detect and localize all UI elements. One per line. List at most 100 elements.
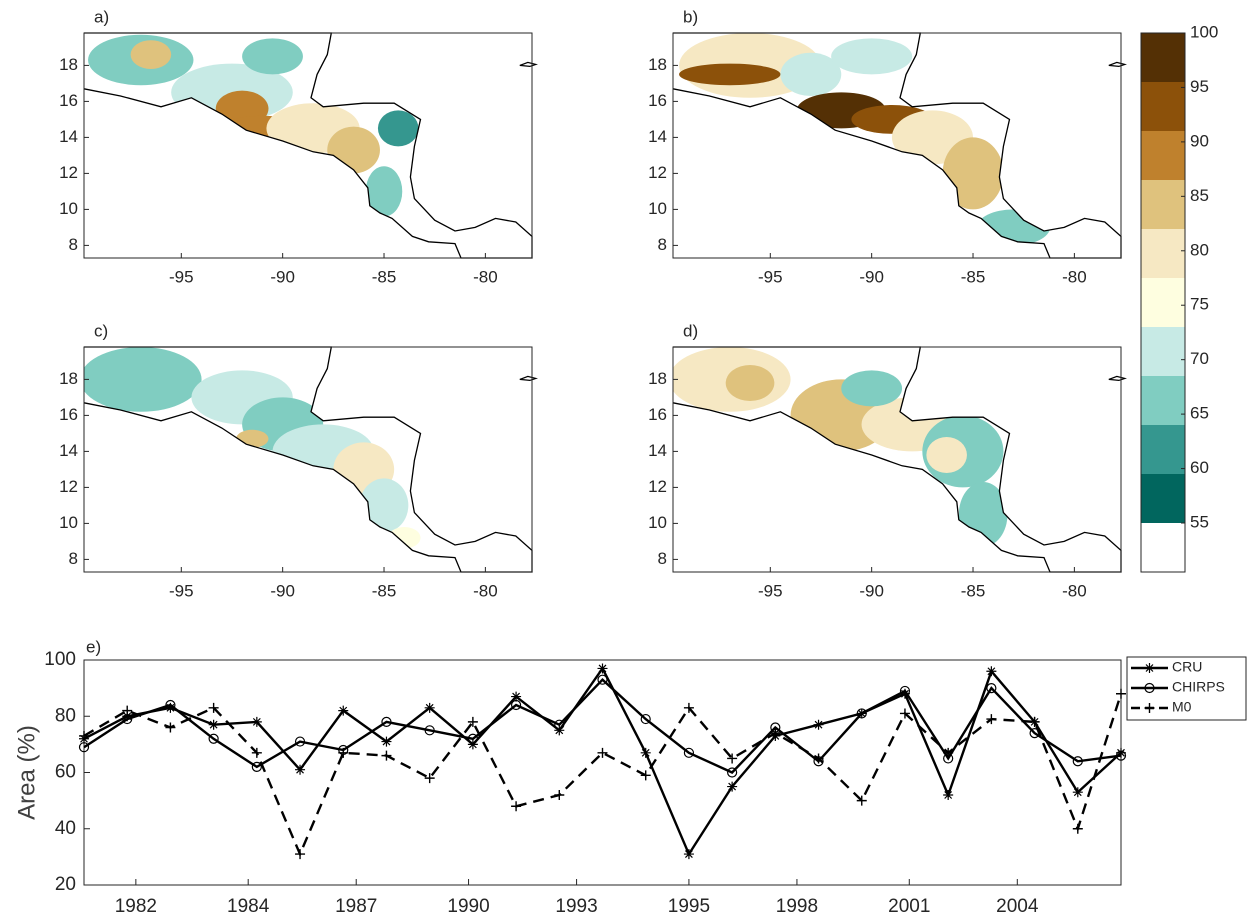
x-tick-label: -95 — [758, 267, 783, 286]
y-tick-label: 16 — [59, 405, 78, 424]
y-tick-label: 80 — [55, 705, 76, 726]
x-tick-label: 1990 — [447, 896, 489, 917]
marker — [856, 795, 867, 806]
x-tick-label: -80 — [473, 267, 498, 286]
marker — [640, 770, 651, 781]
colorbar-tick-label: 75 — [1190, 295, 1209, 314]
x-tick-label: -95 — [758, 581, 783, 600]
marker — [986, 714, 997, 725]
contour-patch — [242, 38, 303, 75]
contour-field — [84, 347, 421, 549]
y-tick-label: 14 — [648, 127, 667, 146]
x-tick-label: 1987 — [335, 896, 377, 917]
marker — [813, 753, 824, 764]
x-tick-label: 1984 — [227, 896, 270, 917]
marker — [294, 736, 306, 747]
y-tick-label: 10 — [648, 513, 667, 532]
marker — [208, 719, 219, 730]
marker — [165, 722, 176, 733]
panel-label: d) — [683, 321, 698, 340]
contour-patch — [831, 38, 913, 75]
y-tick-label: 20 — [55, 874, 76, 895]
marker — [295, 849, 306, 860]
colorbar-tick-label: 55 — [1190, 512, 1209, 531]
marker — [770, 728, 781, 739]
legend-label: CHIRPS — [1172, 679, 1225, 695]
marker — [813, 719, 824, 730]
marker — [122, 705, 133, 716]
colorbar-band — [1141, 474, 1185, 524]
y-tick-label: 14 — [59, 441, 78, 460]
marker — [943, 790, 954, 800]
x-tick-label: -90 — [859, 267, 884, 286]
coastline — [1108, 375, 1127, 382]
marker — [467, 716, 478, 727]
marker — [1072, 823, 1083, 834]
x-tick-label: 1993 — [555, 896, 597, 917]
x-tick-label: 1998 — [776, 896, 818, 917]
y-tick-label: 12 — [648, 163, 667, 182]
marker — [165, 702, 176, 713]
y-tick-label: 8 — [658, 549, 667, 568]
x-tick-label: -95 — [169, 267, 194, 286]
x-tick-label: 1995 — [668, 896, 710, 917]
axes-box — [83, 659, 1122, 886]
marker — [165, 699, 176, 711]
marker — [122, 711, 133, 722]
y-tick-label: 8 — [69, 235, 78, 254]
panel-label: b) — [683, 7, 698, 26]
marker — [554, 790, 565, 800]
marker — [467, 733, 478, 744]
contour-patch — [841, 370, 903, 407]
marker — [338, 747, 349, 758]
contour-patch — [926, 437, 967, 473]
y-tick-label: 16 — [59, 91, 78, 110]
colorbar-tick-label: 90 — [1190, 131, 1209, 150]
coastline — [1108, 61, 1127, 68]
legend-marker — [1144, 703, 1155, 713]
marker — [78, 742, 90, 753]
x-tick-label: -90 — [859, 581, 884, 600]
y-tick-label: 18 — [59, 369, 78, 388]
marker — [986, 683, 997, 694]
x-tick-label: -90 — [270, 581, 295, 600]
marker — [899, 708, 910, 719]
colorbar-tick-label: 65 — [1190, 404, 1209, 423]
marker — [640, 747, 651, 758]
marker — [856, 708, 867, 719]
legend-label: CRU — [1172, 659, 1202, 675]
marker — [899, 685, 911, 697]
y-tick-label: 8 — [69, 549, 78, 568]
y-tick-label: 14 — [59, 127, 78, 146]
marker — [597, 747, 608, 758]
marker — [727, 781, 738, 792]
y-tick-label: 16 — [648, 91, 667, 110]
marker — [208, 733, 219, 744]
legend-label: M0 — [1172, 699, 1192, 715]
marker — [511, 801, 522, 812]
series-line — [83, 678, 1122, 774]
colorbar-band — [1141, 327, 1185, 377]
x-tick-label: -90 — [270, 267, 295, 286]
marker — [424, 773, 435, 784]
x-tick-label: -80 — [1062, 581, 1087, 600]
y-tick-label: 12 — [59, 477, 78, 496]
legend-marker — [1144, 682, 1155, 694]
colorbar-band — [1141, 229, 1185, 279]
axes-box — [83, 32, 533, 259]
marker — [424, 702, 435, 713]
colorbar-band — [1141, 425, 1185, 475]
marker — [1115, 750, 1127, 761]
x-tick-label: 1982 — [115, 896, 157, 917]
marker — [208, 702, 219, 713]
y-tick-label: 10 — [59, 513, 78, 532]
colorbar-tick-label: 85 — [1190, 186, 1209, 205]
y-tick-label: 60 — [55, 762, 76, 783]
marker — [381, 736, 392, 747]
y-tick-label: 12 — [59, 163, 78, 182]
colorbar-band — [1141, 180, 1185, 230]
y-tick-label: 14 — [648, 441, 667, 460]
colorbar-band — [1141, 82, 1185, 132]
contour-patch — [725, 365, 775, 401]
